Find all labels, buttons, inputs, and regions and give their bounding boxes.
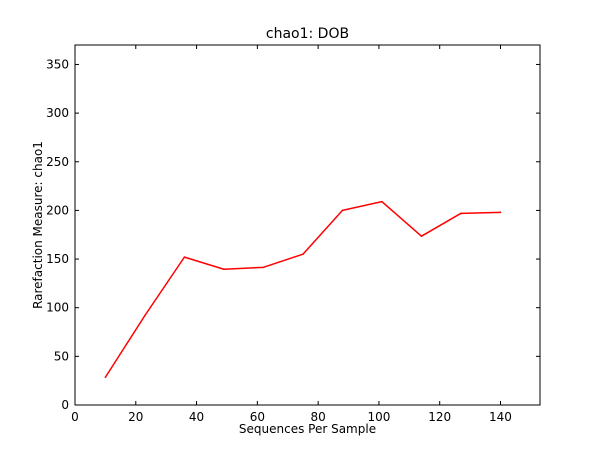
data-point [183, 256, 186, 258]
y-tick-label: 350 [46, 57, 69, 71]
data-point [302, 253, 304, 255]
data-point [381, 200, 383, 203]
y-tick-label: 0 [61, 398, 69, 412]
data-point [341, 209, 344, 212]
x-tick-label: 0 [71, 410, 79, 424]
data-point [262, 266, 265, 269]
y-tick-label: 100 [46, 301, 69, 315]
x-tick-label: 80 [310, 410, 325, 424]
y-tick-label: 200 [46, 203, 69, 217]
x-tick-label: 40 [189, 410, 204, 424]
y-tick-label: 250 [46, 155, 69, 169]
x-tick-label: 140 [489, 410, 512, 424]
x-tick-label: 100 [367, 410, 390, 424]
chart-title: chao1: DOB [266, 26, 349, 42]
x-tick-label: 120 [428, 410, 451, 424]
data-point [223, 268, 225, 271]
x-tick-label: 60 [250, 410, 265, 424]
tick-group: 0 20 40 60 80 100 120 140 0 50 100 150 200 250 300 350 [46, 45, 540, 424]
x-tick-label: 20 [128, 410, 143, 424]
y-tick-label: 150 [46, 252, 69, 266]
data-point [104, 376, 107, 379]
plot-frame [74, 44, 541, 406]
data-point [499, 211, 502, 214]
y-tick-label: 300 [46, 106, 69, 120]
data-point [460, 212, 462, 215]
y-axis-label: Rarefaction Measure: chao1 [31, 141, 45, 309]
data-point [144, 314, 146, 317]
data-point [420, 235, 423, 237]
x-axis-label: Sequences Per Sample [239, 422, 376, 436]
y-tick-label: 50 [54, 349, 69, 363]
series-group [104, 200, 502, 379]
